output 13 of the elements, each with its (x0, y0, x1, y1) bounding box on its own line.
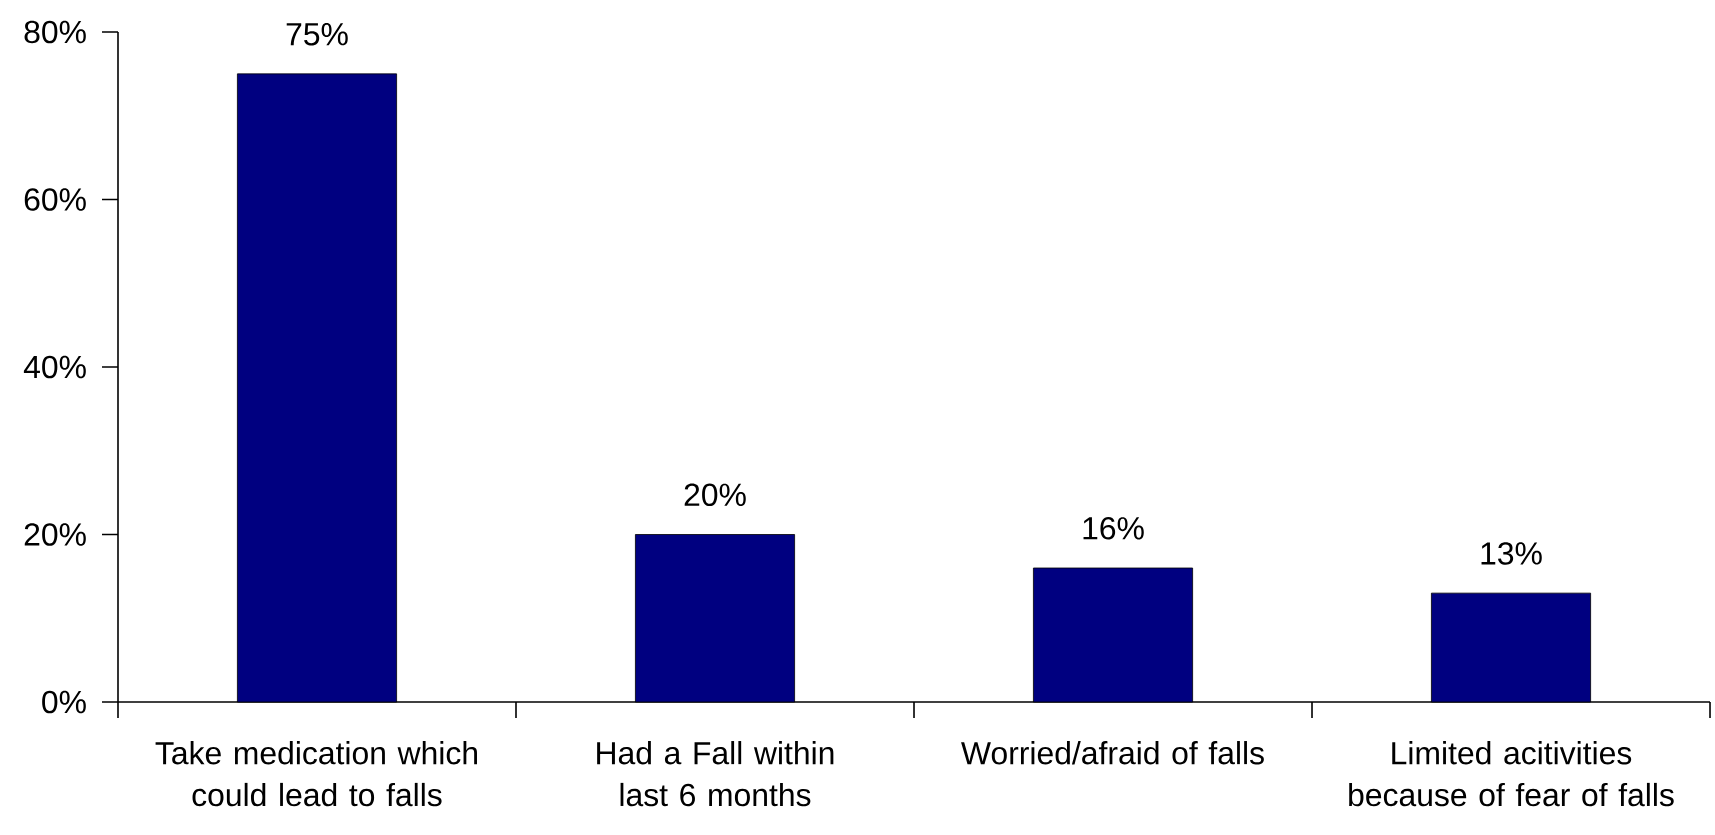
data-label: 20% (684, 483, 746, 507)
y-tick-label: 40% (23, 355, 86, 379)
y-tick-label: 0% (42, 690, 86, 714)
x-tick-label: Take medication which could lead to falls (155, 741, 477, 807)
x-tick-label: Had a Fall within last 6 months (597, 741, 834, 807)
y-tick-label: 60% (24, 188, 86, 211)
x-tick-label: Worried/afraid of falls (961, 741, 1264, 765)
y-tick-label: 80% (24, 20, 86, 44)
x-tick-label: Limited acitivities because of fear of falls (1349, 741, 1674, 807)
data-label: 16% (1083, 517, 1144, 540)
data-label: 13% (1481, 542, 1542, 565)
y-tick-label: 20% (24, 523, 86, 546)
data-label: 75% (286, 23, 348, 46)
